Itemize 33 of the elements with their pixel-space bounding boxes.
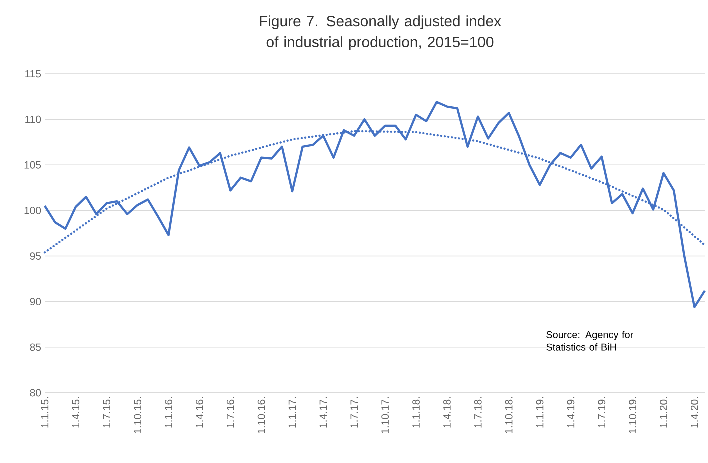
line-series	[44, 101, 706, 308]
x-tick-label: 1.1.18.	[412, 397, 420, 428]
x-tick-label: 1.4.19.	[567, 397, 575, 428]
x-tick-label: 1.10.15.	[134, 397, 142, 434]
x-tick-label: 1.10.18.	[505, 397, 513, 434]
x-tick-label: 1.1.15.	[41, 397, 49, 428]
x-tick-label: 1.7.16.	[226, 397, 234, 428]
x-tick-label: 1.1.16.	[165, 397, 172, 428]
y-tick-label: 115	[26, 70, 42, 78]
x-tick-label: 1.1.17.	[288, 397, 296, 428]
x-tick-label: 1.4.20.	[690, 397, 698, 428]
x-tick-label: 1.10.16.	[258, 397, 266, 434]
y-tick-label: 85	[30, 344, 42, 352]
x-tick-label: 1.7.19.	[598, 397, 606, 428]
x-tick-label: 1.1.20.	[660, 397, 668, 428]
x-tick-label: 1.4.16.	[196, 397, 204, 428]
y-tick-label: 110	[26, 116, 42, 124]
x-tick-label: 1.4.17.	[320, 397, 328, 428]
x-tick-label: 1.10.17.	[382, 397, 390, 434]
x-tick-label: 1.7.18.	[474, 397, 482, 428]
x-tick-label: 1.1.19.	[536, 397, 544, 428]
y-tick-label: 105	[24, 161, 42, 169]
y-tick-label: 95	[30, 252, 42, 260]
y-tick-label: 100	[24, 207, 42, 214]
annotation: Source: Agency for Statistics of BiH	[546, 331, 634, 351]
x-tick-label: 1.4.15.	[72, 397, 80, 428]
chart-title: Figure 7. Seasonally adjusted index of industrial production, 2015=100	[260, 16, 502, 50]
x-tick-label: 1.7.15.	[103, 397, 111, 428]
y-tick-label: 80	[30, 389, 42, 397]
x-tick-label: 1.10.19.	[629, 397, 637, 434]
x-tick-label: 1.4.18.	[444, 397, 451, 428]
y-tick-label: 90	[30, 298, 42, 306]
x-tick-label: 1.7.17.	[350, 397, 358, 428]
